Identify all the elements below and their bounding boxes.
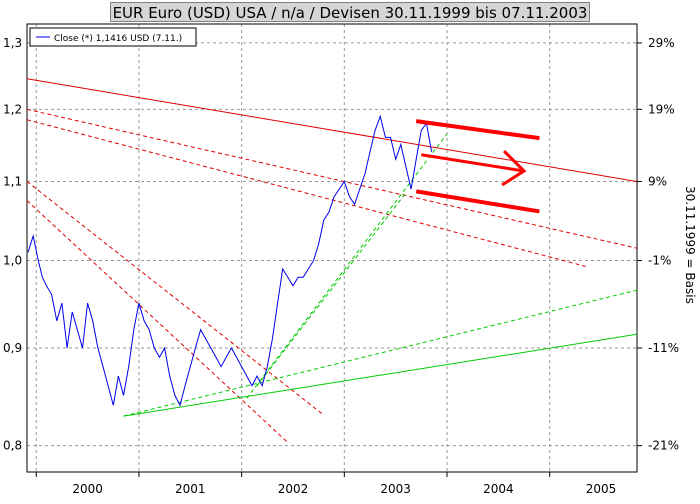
legend: Close (*) 1,1416 USD (7.11.) — [29, 27, 197, 47]
x-tick-label: 2000 — [72, 482, 103, 496]
grid-lines — [27, 24, 637, 472]
legend-frame — [29, 27, 197, 47]
y-tick-label-left: 1,1 — [3, 174, 22, 188]
x-tick-label: 2001 — [175, 482, 206, 496]
trendline — [246, 133, 448, 399]
x-tick-label: 2004 — [483, 482, 514, 496]
trendline — [26, 108, 638, 249]
price-line — [27, 114, 433, 407]
y-axis-left: 1,3 1,2 1,1 1,0 0,9 0,8 — [3, 36, 22, 453]
annotation-arrow-head — [501, 149, 527, 187]
x-tick-label: 2003 — [380, 482, 411, 496]
annotation-arrow-shaft — [421, 153, 525, 173]
y-tick-label-left: 1,2 — [3, 102, 22, 116]
plot-frame — [26, 23, 638, 473]
x-axis: 2000 2001 2002 2003 2004 2005 — [35, 472, 617, 496]
trendline — [26, 119, 586, 267]
trendline — [256, 192, 407, 386]
trendline — [123, 333, 638, 417]
y-tick-label-right: 9% — [648, 174, 667, 188]
trendlines — [26, 78, 638, 443]
legend-label: Close (*) 1,1416 USD (7.11.) — [54, 34, 182, 44]
x-tick-label: 2002 — [278, 482, 309, 496]
chart-title: EUR Euro (USD) USA / n/a / Devisen 30.11… — [110, 2, 590, 22]
y-axis-right: 29% 19% 9% -1% -11% -21% — [637, 36, 679, 453]
annotation-bar — [415, 189, 540, 214]
trendline — [26, 78, 638, 182]
annotations — [415, 119, 540, 214]
y-tick-label-right: -1% — [648, 254, 671, 268]
y-tick-label-right: 29% — [648, 36, 675, 50]
y-tick-label-right: -11% — [648, 341, 679, 355]
annotation-bar — [415, 119, 540, 141]
y-tick-label-left: 1,3 — [3, 36, 22, 50]
y-tick-label-right: -21% — [648, 439, 679, 453]
y-tick-label-right: 19% — [648, 102, 675, 116]
y-tick-label-left: 0,8 — [3, 439, 22, 453]
y-tick-label-left: 1,0 — [3, 254, 22, 268]
trendline — [26, 200, 289, 443]
y-tick-label-left: 0,9 — [3, 341, 22, 355]
trendline — [123, 289, 638, 417]
right-axis-label: 30.11.1999 = Basis — [683, 186, 697, 304]
trendline — [26, 181, 325, 416]
price-series — [27, 114, 433, 407]
x-tick-label: 2005 — [586, 482, 617, 496]
